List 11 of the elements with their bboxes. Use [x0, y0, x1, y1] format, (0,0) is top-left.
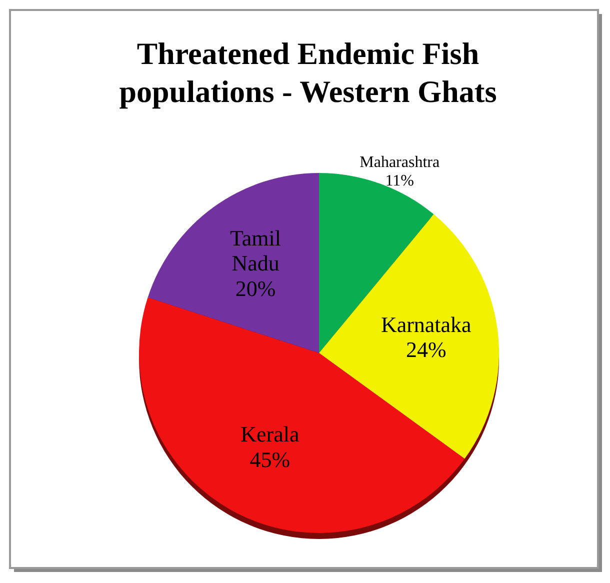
slice-label: Karnataka [380, 312, 472, 337]
chart-title: Threatened Endemic Fish populations - Western Ghats [119, 36, 497, 109]
data-label: 45% [250, 446, 290, 472]
pie-slice [319, 214, 499, 459]
slice-label: Kerala [240, 422, 300, 447]
slice-label: Maharashtra [360, 154, 440, 171]
data-label: 20% [235, 276, 276, 301]
data-label: 11% [385, 172, 414, 190]
slice-label: Tamil Nadu [230, 225, 282, 276]
data-label: 24% [406, 337, 446, 362]
pie-slice [148, 173, 319, 353]
